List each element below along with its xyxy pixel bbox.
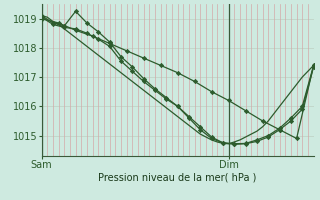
- X-axis label: Pression niveau de la mer( hPa ): Pression niveau de la mer( hPa ): [99, 173, 257, 183]
